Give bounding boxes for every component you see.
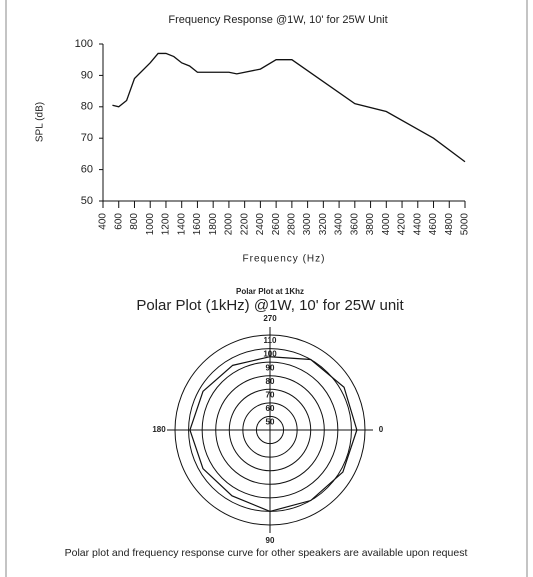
data-line: [112, 52, 466, 163]
y-tick-label: 50: [81, 195, 93, 207]
x-tick-label: 4600: [428, 213, 439, 236]
x-tick-label: 1800: [208, 213, 219, 236]
ring: [242, 402, 298, 458]
x-tick-label: 2800: [287, 213, 298, 236]
x-tick-label: 3400: [334, 213, 345, 236]
x-tick-label: 3800: [365, 213, 376, 236]
x-tick-label: 1200: [161, 213, 172, 236]
x-tick-label: 1000: [145, 213, 156, 236]
ring-label: 90: [266, 363, 275, 372]
x-tick-label: 5000: [460, 213, 471, 236]
x-tick-label: 600: [113, 213, 124, 230]
y-tick-label: 70: [81, 132, 93, 144]
polar-curve: [189, 356, 358, 513]
angle-label: 90: [266, 536, 275, 545]
x-tick-label: 4800: [444, 213, 455, 236]
x-tick-label: 3600: [349, 213, 360, 236]
footer: Polar plot and frequency response curve …: [65, 547, 468, 559]
x-tick-label: 3000: [302, 213, 313, 236]
x-tick-label: 2600: [271, 213, 282, 236]
ring: [174, 334, 366, 526]
x-axis-label: Frequency (Hz): [243, 254, 326, 265]
y-tick-label: 100: [75, 38, 93, 50]
x-tick-label: 4000: [381, 213, 392, 236]
angle-label: 0: [379, 425, 384, 434]
x-tick-label: 2000: [224, 213, 235, 236]
y-axis-label: SPL (dB): [35, 102, 46, 142]
x-tick-label: 4400: [412, 213, 423, 236]
ring: [255, 415, 285, 445]
angle-label: 270: [263, 314, 277, 323]
x-tick-label: 4200: [397, 213, 408, 236]
x-tick-label: 400: [98, 213, 109, 230]
chart-subtitle: Polar Plot at 1Khz: [236, 287, 304, 296]
ring: [201, 361, 339, 499]
x-tick-label: 1400: [176, 213, 187, 236]
angle-label: 180: [152, 425, 166, 434]
ring: [228, 388, 312, 472]
y-tick-label: 80: [81, 101, 93, 113]
chart-title: Polar Plot (1kHz) @1W, 10' for 25W unit: [136, 297, 404, 314]
x-tick-label: 1600: [192, 213, 203, 236]
x-tick-label: 2200: [239, 213, 250, 236]
y-tick-label: 90: [81, 69, 93, 81]
ring-label: 110: [264, 336, 277, 345]
x-tick-label: 3200: [318, 213, 329, 236]
ring-label: 80: [266, 377, 275, 386]
ring: [215, 375, 325, 485]
ring-label: 70: [266, 390, 275, 399]
x-tick-label: 2400: [255, 213, 266, 236]
x-tick-label: 800: [129, 213, 140, 230]
ring-label: 60: [266, 404, 275, 413]
chart-title: Frequency Response @1W, 10' for 25W Unit: [168, 14, 387, 26]
ring-label: 50: [266, 418, 275, 427]
ring-label: 100: [263, 350, 277, 359]
y-tick-label: 60: [81, 164, 93, 176]
